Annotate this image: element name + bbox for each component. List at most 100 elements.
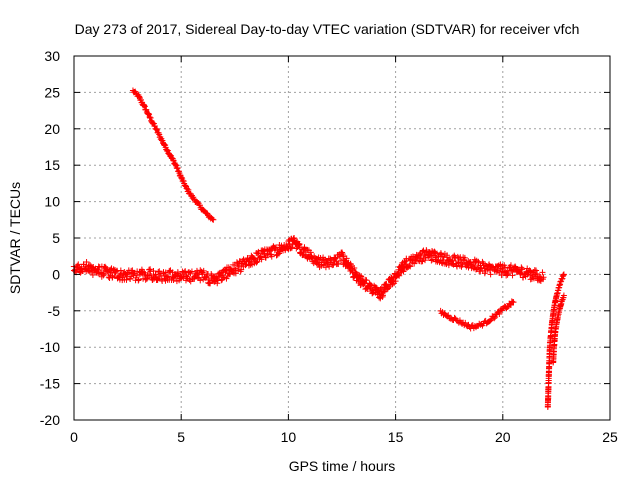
data-point — [209, 216, 216, 223]
data-point — [318, 262, 325, 269]
x-tick-label: 15 — [388, 429, 404, 445]
y-tick-label: -10 — [40, 339, 60, 355]
data-point — [518, 270, 525, 277]
data-point — [154, 276, 161, 283]
data-point — [459, 260, 466, 267]
y-tick-label: 25 — [44, 84, 60, 100]
data-point — [527, 268, 534, 275]
data-point — [533, 267, 540, 274]
data-point — [133, 272, 140, 279]
data-point — [343, 255, 350, 262]
data-point — [146, 113, 153, 120]
grid — [74, 56, 610, 420]
y-tick-label: 5 — [52, 230, 60, 246]
data-point — [487, 317, 494, 324]
data-point — [324, 260, 331, 267]
data-point — [492, 314, 499, 321]
data-point — [172, 161, 179, 168]
data-point — [145, 110, 152, 117]
data-point — [226, 271, 233, 278]
series-lower-arc — [437, 298, 517, 332]
data-point — [235, 267, 242, 274]
series-descending-arc — [129, 87, 217, 223]
data-point — [102, 264, 109, 271]
y-tick-label: 0 — [52, 266, 60, 282]
x-axis-label: GPS time / hours — [289, 458, 396, 474]
y-tick-label: 30 — [44, 48, 60, 64]
data-point — [75, 261, 82, 268]
series-steep-arc-A — [544, 271, 567, 410]
data-point — [507, 262, 514, 269]
data-point — [539, 269, 546, 276]
data-point — [152, 271, 159, 278]
data-point — [331, 254, 338, 261]
data-point — [164, 147, 171, 154]
data-point — [158, 276, 165, 283]
series-steep-arc-B — [550, 292, 567, 366]
data-point — [406, 262, 413, 269]
data-point — [170, 157, 177, 164]
data-point — [191, 273, 198, 280]
x-tick-label: 25 — [602, 429, 618, 445]
data-point — [197, 277, 204, 284]
data-point — [461, 254, 468, 261]
data-point — [540, 274, 547, 281]
data-point — [163, 273, 170, 280]
data-point — [218, 277, 225, 284]
data-point — [184, 185, 191, 192]
x-tick-label: 5 — [177, 429, 185, 445]
data-point — [560, 292, 567, 299]
data-point — [170, 277, 177, 284]
data-point — [339, 249, 346, 256]
data-point — [471, 262, 478, 269]
data-point — [251, 255, 258, 262]
data-point — [210, 216, 217, 223]
data-point — [322, 264, 329, 271]
data-point — [150, 268, 157, 275]
data-point — [510, 299, 517, 306]
y-tick-label: 20 — [44, 121, 60, 137]
data-point — [258, 256, 265, 263]
data-point — [200, 267, 207, 274]
data-point — [358, 273, 365, 280]
data-point — [254, 258, 261, 265]
y-axis-label: SDTVAR / TECUs — [7, 182, 23, 294]
data-point — [445, 312, 452, 319]
plot-area — [70, 87, 567, 410]
data-point — [496, 311, 503, 318]
data-point — [229, 269, 236, 276]
data-point — [518, 266, 525, 273]
data-point — [194, 199, 201, 206]
data-point — [188, 268, 195, 275]
data-point — [274, 251, 281, 258]
data-point — [185, 186, 192, 193]
data-point — [101, 271, 108, 278]
data-point — [363, 277, 370, 284]
data-point — [147, 114, 154, 121]
data-point — [288, 244, 295, 251]
data-point — [174, 269, 181, 276]
data-point — [332, 255, 339, 262]
data-point — [135, 277, 142, 284]
data-point — [139, 268, 146, 275]
data-point — [351, 264, 358, 271]
data-point — [428, 257, 435, 264]
data-point — [291, 235, 298, 242]
y-tick-label: -20 — [40, 412, 60, 428]
x-tick-label: 20 — [495, 429, 511, 445]
data-point — [163, 146, 170, 153]
data-point — [335, 261, 342, 268]
y-tick-label: -5 — [48, 303, 61, 319]
data-point — [117, 267, 124, 274]
data-point — [89, 272, 96, 279]
x-tick-label: 0 — [70, 429, 78, 445]
data-point — [155, 130, 162, 137]
data-point — [141, 102, 148, 109]
data-point — [253, 259, 260, 266]
data-point — [257, 253, 264, 260]
data-point — [205, 276, 212, 283]
data-point — [487, 271, 494, 278]
data-point — [138, 96, 144, 103]
data-point — [123, 276, 130, 283]
